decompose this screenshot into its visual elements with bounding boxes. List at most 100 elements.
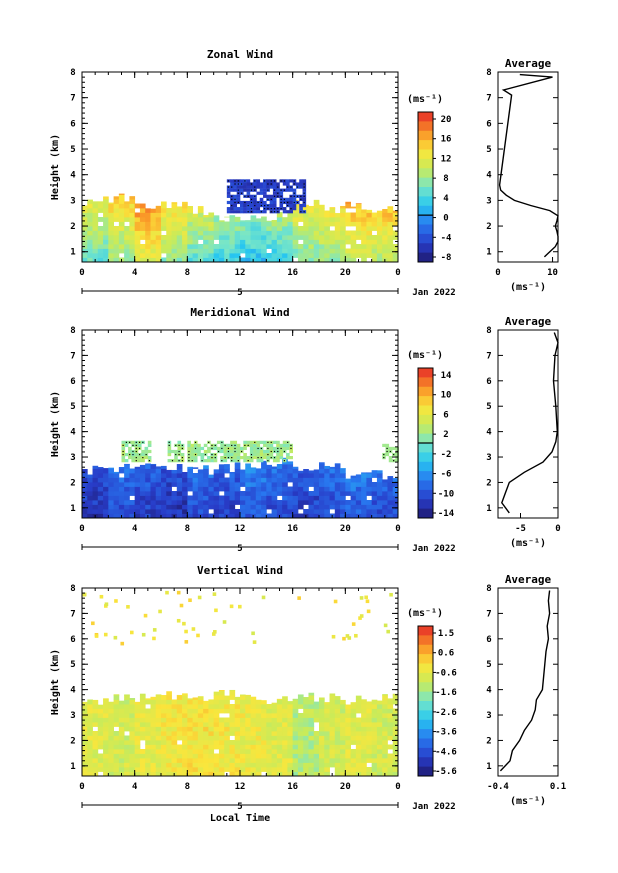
heatmap-cell: [392, 744, 399, 750]
heatmap-cell: [271, 735, 278, 741]
heatmap-cell: [197, 206, 204, 209]
heatmap-cell: [150, 735, 157, 741]
heatmap-cell: [166, 753, 172, 759]
heatmap-cell: [124, 722, 130, 727]
patch-cell: [263, 210, 267, 214]
patch-cell: [243, 459, 247, 463]
heatmap-cell: [192, 248, 199, 254]
contour-dot: [250, 189, 253, 191]
patch-cell: [259, 440, 264, 444]
heatmap-cell: [261, 744, 267, 750]
patch-cell: [269, 185, 274, 189]
heatmap-cell: [392, 708, 399, 714]
heatmap-cell: [303, 235, 309, 240]
heatmap-cell: [319, 513, 325, 519]
x-tick-label: 12: [235, 524, 246, 534]
heatmap-cell: [340, 495, 346, 501]
heatmap-cell: [161, 735, 167, 741]
heatmap-cell: [213, 735, 220, 741]
heatmap-cell: [255, 504, 262, 510]
y-tick-label: 8: [70, 326, 75, 336]
heatmap-cell: [287, 495, 294, 501]
patch-cell: [253, 449, 257, 454]
heatmap-cell: [118, 235, 125, 240]
heatmap-cell: [134, 758, 141, 763]
heatmap-cell: [376, 217, 383, 222]
heatmap-cell: [113, 486, 120, 492]
heatmap-cell: [376, 212, 383, 218]
heatmap-cell: [124, 239, 130, 245]
heatmap-cell: [113, 244, 120, 249]
heatmap-cell: [118, 753, 125, 759]
heatmap-cell: [240, 220, 246, 222]
heatmap-cell: [355, 226, 362, 231]
y-tick-label: 6: [70, 119, 75, 129]
contour-dot: [201, 460, 203, 462]
heatmap-cell: [187, 500, 193, 505]
patch-cell: [249, 446, 254, 451]
heatmap-cell: [266, 464, 272, 469]
y-axis-label: Height (km): [49, 649, 61, 715]
heatmap-cell: [261, 244, 267, 249]
heatmap-cell: [134, 701, 141, 705]
heatmap-cell: [371, 726, 378, 732]
contour-dot: [270, 457, 272, 459]
heatmap-cell: [255, 740, 262, 745]
contour-dot: [303, 192, 305, 194]
heatmap-cell: [229, 239, 236, 245]
heatmap-cell: [150, 239, 157, 245]
heatmap-cell: [361, 226, 367, 231]
heatmap-cell: [371, 473, 378, 478]
heatmap-cell: [340, 704, 346, 709]
heatmap-cell: [282, 464, 288, 469]
heatmap-cell: [118, 203, 125, 209]
heatmap-cell: [255, 731, 262, 736]
heatmap-cell: [255, 248, 262, 254]
heatmap-cell: [387, 744, 394, 750]
heatmap-cell: [287, 477, 294, 483]
heatmap-cell: [129, 221, 136, 227]
colorbar-segment: [418, 368, 433, 378]
heatmap-cell: [145, 722, 151, 727]
heatmap-cell: [224, 477, 230, 483]
heatmap-cell: [166, 491, 172, 496]
colorbar-frame: [417, 111, 434, 263]
patch-cell: [302, 197, 307, 202]
heatmap-cell: [208, 699, 215, 705]
heatmap-cell: [213, 217, 220, 222]
heatmap-cell: [124, 740, 130, 745]
contour-dot: [254, 441, 256, 443]
heatmap-cell: [261, 486, 267, 492]
heatmap-cell: [176, 495, 183, 501]
heatmap-cell: [118, 717, 125, 723]
heatmap-cell: [87, 708, 93, 714]
contour-dot: [264, 208, 266, 210]
heatmap-cell: [240, 699, 246, 705]
heatmap-cell: [329, 221, 336, 227]
heatmap-cell: [313, 203, 320, 209]
heatmap-cell: [229, 226, 236, 231]
heatmap-cell: [139, 753, 146, 759]
heatmap-cell: [218, 690, 225, 696]
heatmap-cell: [245, 239, 251, 245]
contour-dot: [250, 183, 253, 185]
heatmap-cell: [129, 717, 136, 723]
heatmap-cell: [350, 248, 357, 254]
heatmap-cell: [387, 771, 394, 777]
heatmap-cell: [282, 762, 288, 768]
heatmap-cell: [324, 513, 330, 519]
heatmap-cell: [366, 771, 373, 777]
heatmap-cell: [245, 253, 251, 258]
heatmap-cell: [340, 217, 346, 222]
avg-y-tick-label: 8: [486, 326, 491, 336]
heatmap-cell: [145, 699, 151, 705]
patch-cell: [197, 443, 201, 448]
heatmap-cell: [234, 696, 241, 700]
heatmap-cell: [392, 699, 399, 705]
colorbar-tick-label: 10: [441, 391, 452, 401]
heatmap-cell: [319, 704, 325, 709]
heatmap-cell: [297, 753, 304, 759]
heatmap-cell: [334, 491, 341, 496]
heatmap-cell: [150, 696, 157, 700]
heatmap-cell: [229, 482, 236, 487]
